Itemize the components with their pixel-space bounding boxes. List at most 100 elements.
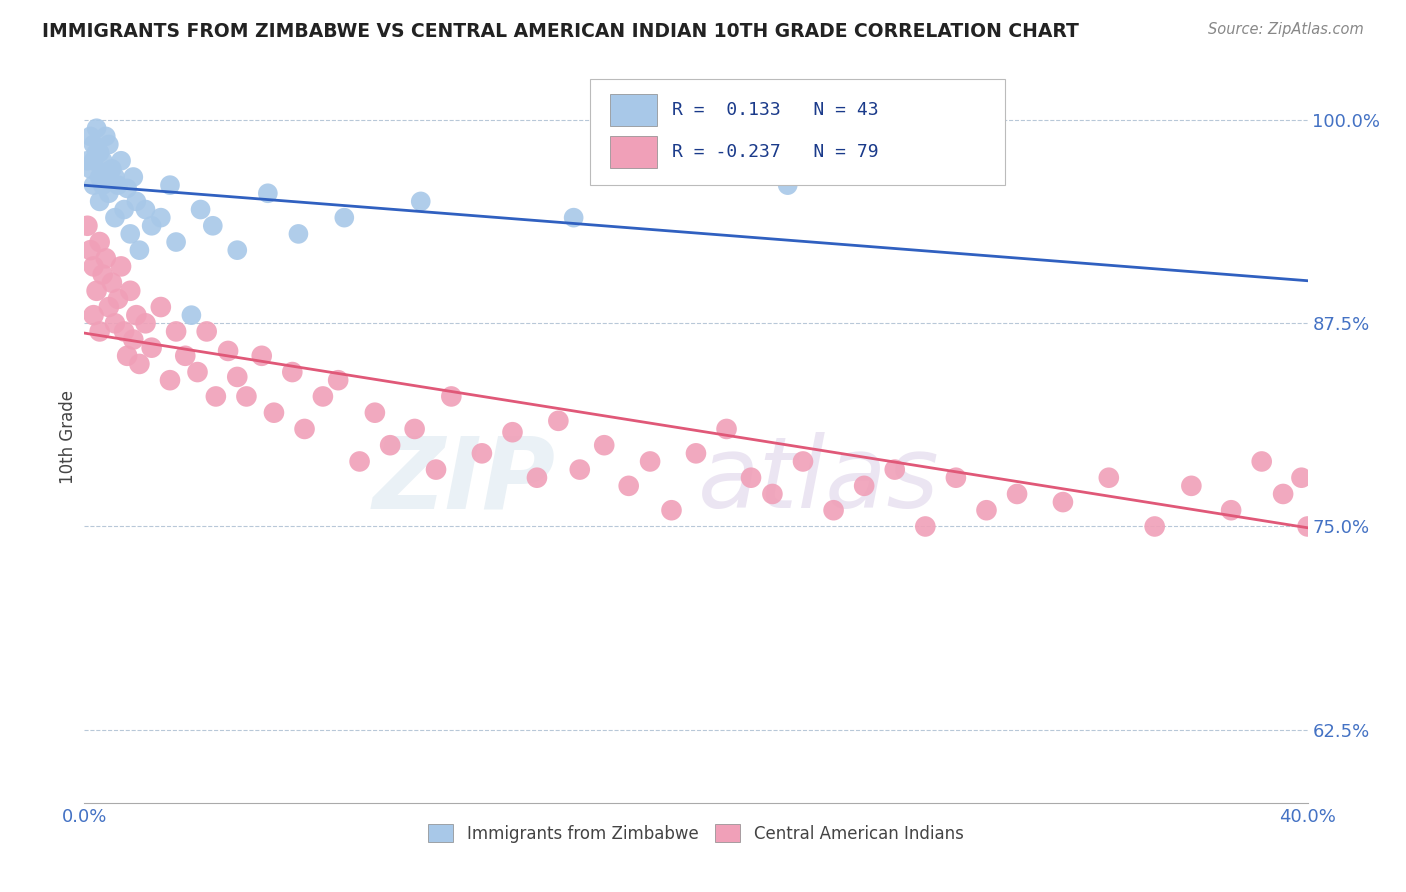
Point [120, 284, 142, 298]
Point [328, 373, 350, 387]
Point [716, 422, 738, 436]
Point [86, 145, 108, 160]
Point [945, 471, 967, 485]
Point [125, 194, 148, 209]
Point [1327, 471, 1350, 485]
Point [89, 194, 111, 209]
Bar [610, 94, 657, 127]
Point [76, 219, 98, 233]
Point [349, 454, 371, 468]
Point [107, 292, 129, 306]
Point [1052, 495, 1074, 509]
Point [159, 178, 181, 193]
Text: ZIP: ZIP [373, 433, 555, 530]
Text: R =  0.133   N = 43: R = 0.133 N = 43 [672, 101, 879, 120]
Point [107, 178, 129, 193]
Point [638, 454, 661, 468]
Point [89, 169, 111, 184]
Point [547, 414, 569, 428]
Point [94, 165, 117, 179]
Point [1388, 454, 1406, 468]
Point [174, 349, 197, 363]
Point [83, 137, 105, 152]
Point [104, 316, 127, 330]
Point [409, 194, 432, 209]
Point [79, 243, 101, 257]
Point [226, 370, 249, 384]
Point [195, 325, 218, 339]
Point [91, 153, 114, 168]
Point [83, 308, 105, 322]
Point [91, 268, 114, 282]
Point [83, 153, 105, 168]
Text: IMMIGRANTS FROM ZIMBABWE VS CENTRAL AMERICAN INDIAN 10TH GRADE CORRELATION CHART: IMMIGRANTS FROM ZIMBABWE VS CENTRAL AMER… [42, 22, 1078, 41]
Point [287, 227, 309, 241]
Point [502, 425, 524, 440]
Point [235, 389, 257, 403]
Point [101, 161, 124, 176]
Point [853, 479, 876, 493]
FancyBboxPatch shape [589, 78, 1005, 185]
Point [94, 252, 117, 266]
Point [1180, 479, 1202, 493]
Point [76, 153, 98, 168]
Text: R = -0.237   N = 79: R = -0.237 N = 79 [672, 143, 879, 161]
Point [526, 471, 548, 485]
Text: Source: ZipAtlas.com: Source: ZipAtlas.com [1208, 22, 1364, 37]
Point [79, 161, 101, 176]
Point [115, 181, 138, 195]
Point [263, 406, 285, 420]
Point [115, 349, 138, 363]
Point [1272, 487, 1295, 501]
Point [91, 178, 114, 193]
Point [976, 503, 998, 517]
Point [141, 219, 163, 233]
Legend: Immigrants from Zimbabwe, Central American Indians: Immigrants from Zimbabwe, Central Americ… [422, 817, 970, 849]
Point [1220, 503, 1243, 517]
Point [186, 365, 208, 379]
Point [94, 129, 117, 144]
Point [86, 121, 108, 136]
Bar [610, 136, 657, 168]
Point [250, 349, 273, 363]
Point [122, 169, 145, 184]
Point [364, 406, 387, 420]
Point [294, 422, 316, 436]
Point [165, 325, 187, 339]
Point [135, 316, 157, 330]
Point [914, 519, 936, 533]
Point [792, 454, 814, 468]
Point [89, 325, 111, 339]
Point [617, 479, 640, 493]
Y-axis label: 10th Grade: 10th Grade [59, 390, 77, 484]
Point [112, 325, 135, 339]
Point [562, 211, 585, 225]
Point [440, 389, 463, 403]
Point [79, 129, 101, 144]
Point [122, 333, 145, 347]
Point [141, 341, 163, 355]
Point [1296, 519, 1319, 533]
Point [83, 260, 105, 274]
Point [740, 471, 762, 485]
Point [190, 202, 212, 217]
Point [104, 211, 127, 225]
Point [89, 145, 111, 160]
Point [110, 153, 132, 168]
Point [112, 202, 135, 217]
Point [1098, 471, 1121, 485]
Point [257, 186, 280, 201]
Point [593, 438, 616, 452]
Point [661, 503, 683, 517]
Point [110, 260, 132, 274]
Point [776, 178, 799, 193]
Point [568, 462, 591, 476]
Point [120, 227, 142, 241]
Point [1143, 519, 1166, 533]
Point [761, 487, 783, 501]
Point [425, 462, 447, 476]
Point [135, 202, 157, 217]
Point [685, 446, 707, 460]
Point [86, 284, 108, 298]
Point [97, 186, 120, 201]
